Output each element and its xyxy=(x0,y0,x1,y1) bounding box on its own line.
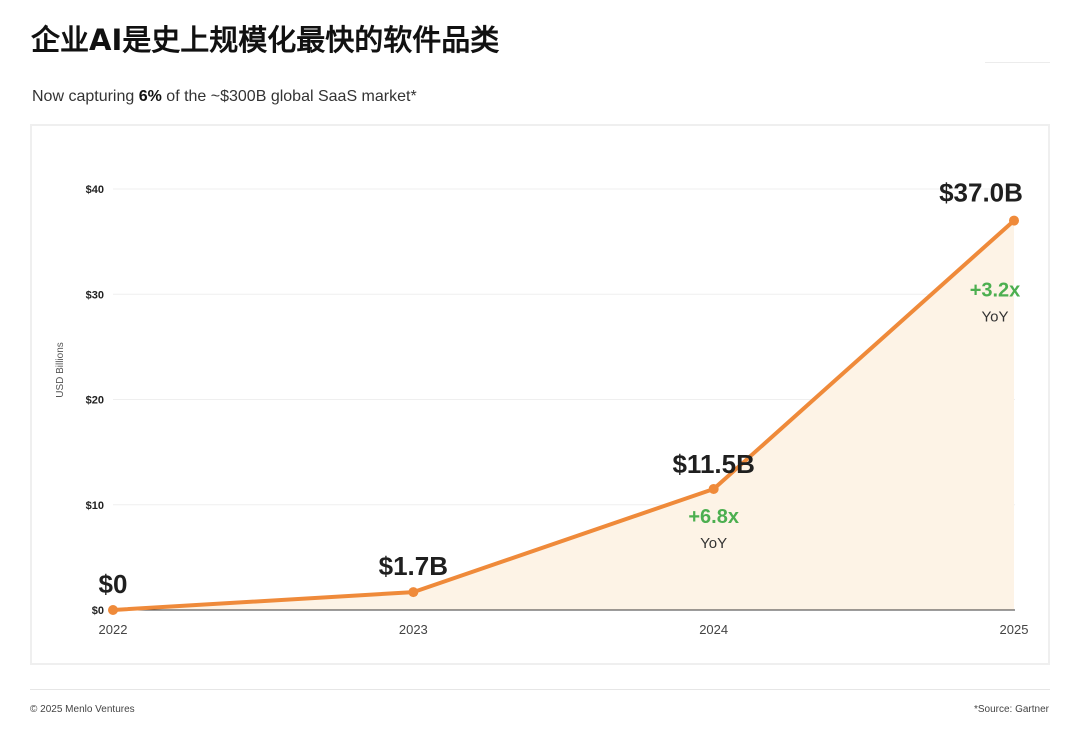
y-tick-label-$10: $10 xyxy=(86,500,104,512)
x-tick-label-2024: 2024 xyxy=(699,622,728,637)
data-point-2023 xyxy=(408,587,419,598)
data-label-2023: $1.7B xyxy=(379,551,448,581)
y-tick-label-$40: $40 xyxy=(86,184,104,196)
growth-annotation-2025: +3.2x xyxy=(970,280,1021,302)
y-tick-label-$30: $30 xyxy=(86,289,104,301)
subtitle-prefix: Now capturing xyxy=(32,88,139,105)
subtitle-suffix: of the ~$300B global SaaS market* xyxy=(161,88,417,105)
x-tick-label-2022: 2022 xyxy=(99,622,128,637)
growth-annotation-2024: +6.8x xyxy=(688,506,739,528)
y-tick-label-$20: $20 xyxy=(86,395,104,407)
y-axis-title: USD Billions xyxy=(55,342,66,398)
footer-divider xyxy=(30,689,1050,690)
copyright-text: © 2025 Menlo Ventures xyxy=(30,704,135,715)
y-tick-label-$0: $0 xyxy=(92,605,104,617)
growth-annotation-sub-2024: YoY xyxy=(700,535,727,552)
data-point-2022 xyxy=(108,605,118,615)
data-label-2022: $0 xyxy=(99,569,128,599)
chart-card: $0 $10 $20 $30 $40 USD Billions 2022 2023 2024 20… xyxy=(30,124,1050,665)
x-tick-label-2023: 2023 xyxy=(399,622,428,637)
data-point-2025 xyxy=(1009,215,1019,226)
subtitle: Now capturing 6% of the ~$300B global Sa… xyxy=(32,87,417,107)
growth-annotation-sub-2025: YoY xyxy=(982,309,1009,326)
subtitle-highlight: 6% xyxy=(138,88,162,105)
source-note: *Source: Gartner xyxy=(973,704,1049,715)
series-line xyxy=(111,218,1016,612)
page-title: 企业AI是史上规模化最快的软件品类 xyxy=(31,23,500,57)
data-label-2025: $37.0B xyxy=(939,178,1023,208)
area-fill xyxy=(113,220,1014,610)
data-point-2024 xyxy=(708,483,719,494)
top-divider xyxy=(985,62,1050,63)
data-label-2024: $11.5B xyxy=(672,449,754,479)
x-tick-label-2025: 2025 xyxy=(1000,622,1029,637)
line-area-chart: $0 $10 $20 $30 $40 USD Billions 2022 2023 2024 20… xyxy=(55,178,1029,637)
